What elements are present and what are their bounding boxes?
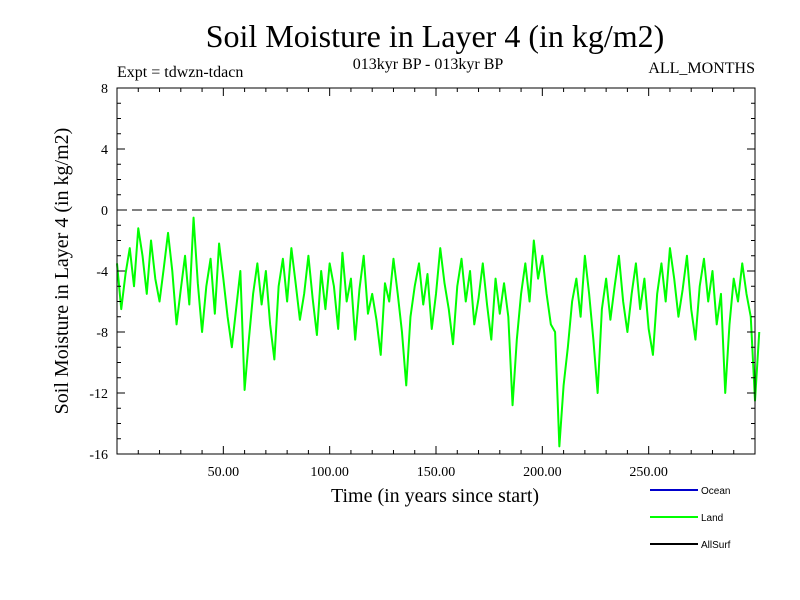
- x-tick-label: 250.00: [629, 465, 668, 480]
- x-tick-label: 100.00: [310, 465, 349, 480]
- y-tick-label: 0: [101, 204, 108, 219]
- y-tick-label: 4: [101, 143, 108, 158]
- chart-subtitle-right: ALL_MONTHS: [648, 60, 755, 77]
- legend-label-allsurf: AllSurf: [701, 540, 731, 551]
- chart-subtitle-left: Expt = tdwzn-tdacn: [117, 64, 243, 81]
- y-tick-label: -4: [96, 265, 108, 280]
- x-tick-label: 50.00: [208, 465, 240, 480]
- chart-title: Soil Moisture in Layer 4 (in kg/m2): [206, 18, 665, 54]
- x-tick-label: 200.00: [523, 465, 562, 480]
- y-tick-label: -12: [89, 387, 108, 402]
- x-axis-label: Time (in years since start): [331, 485, 539, 507]
- plot-frame: [116, 87, 756, 455]
- y-axis-ticks: 8 4 0 -4 -8 -12 -16: [89, 82, 755, 463]
- x-axis-ticks: 50.00 100.00 150.00 200.00 250.00: [137, 88, 735, 480]
- series-line-land: [116, 216, 761, 448]
- legend-label-land: Land: [701, 513, 723, 524]
- x-tick-label: 150.00: [417, 465, 456, 480]
- legend: Ocean Land AllSurf: [650, 486, 731, 551]
- y-tick-label: 8: [101, 82, 108, 97]
- chart-subtitle-center: 013kyr BP - 013kyr BP: [353, 56, 504, 73]
- legend-label-ocean: Ocean: [701, 486, 730, 497]
- plot-area: [116, 87, 761, 455]
- y-tick-label: -16: [89, 448, 108, 463]
- y-tick-label: -8: [96, 326, 108, 341]
- y-axis-label: Soil Moisture in Layer 4 (in kg/m2): [51, 128, 73, 415]
